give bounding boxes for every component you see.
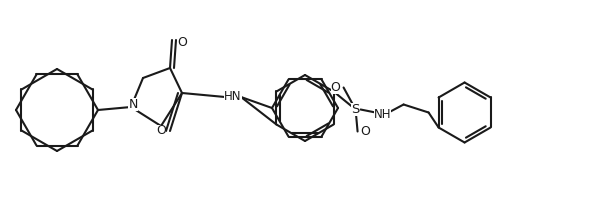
Text: N: N [128,99,138,111]
Text: O: O [177,36,187,48]
Text: S: S [351,103,360,116]
Text: O: O [331,81,341,94]
Text: O: O [361,125,370,138]
Text: NH: NH [374,108,391,121]
Text: O: O [156,124,166,138]
Text: HN: HN [224,90,242,104]
